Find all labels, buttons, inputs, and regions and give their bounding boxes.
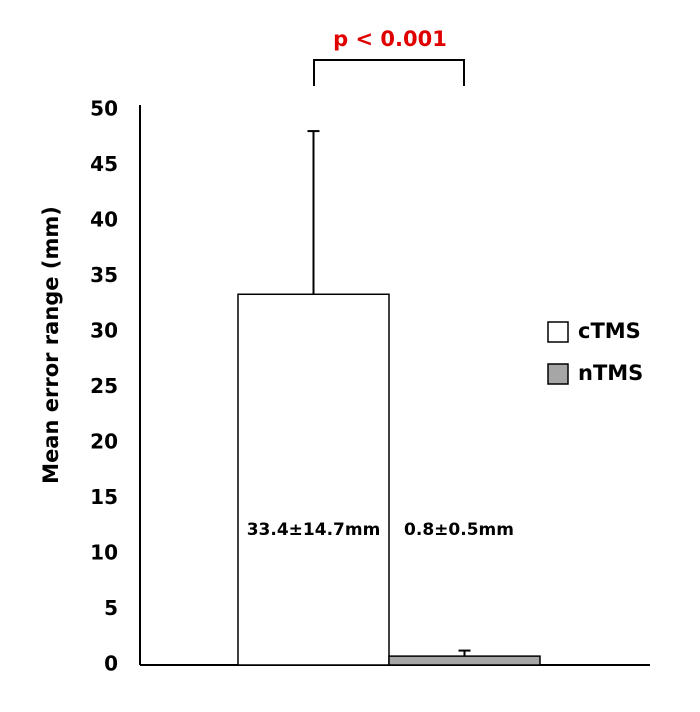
value-label: 33.4±14.7mm	[247, 520, 381, 540]
significance-bracket	[313, 59, 465, 86]
y-axis-label: Mean error range (mm)	[39, 206, 63, 484]
legend-label: nTMS	[578, 361, 643, 385]
annotation: p < 0.001	[333, 27, 447, 51]
legend-swatch	[547, 321, 569, 343]
y-tick-label: 40	[90, 208, 118, 232]
y-tick-label: 35	[90, 263, 118, 287]
legend-swatch	[547, 363, 569, 385]
y-tick-label: 30	[90, 319, 118, 343]
y-tick-label: 25	[90, 374, 118, 398]
y-tick-label: 0	[104, 652, 118, 676]
bar	[237, 293, 390, 666]
y-tick-label: 5	[104, 596, 118, 620]
legend-label: cTMS	[578, 319, 641, 343]
y-tick-label: 10	[90, 541, 118, 565]
y-tick-label: 20	[90, 430, 118, 454]
y-tick-label: 15	[90, 485, 118, 509]
value-label: 0.8±0.5mm	[404, 520, 514, 540]
y-tick-label: 45	[90, 152, 118, 176]
y-tick-label: 50	[90, 97, 118, 121]
bar	[388, 655, 541, 666]
